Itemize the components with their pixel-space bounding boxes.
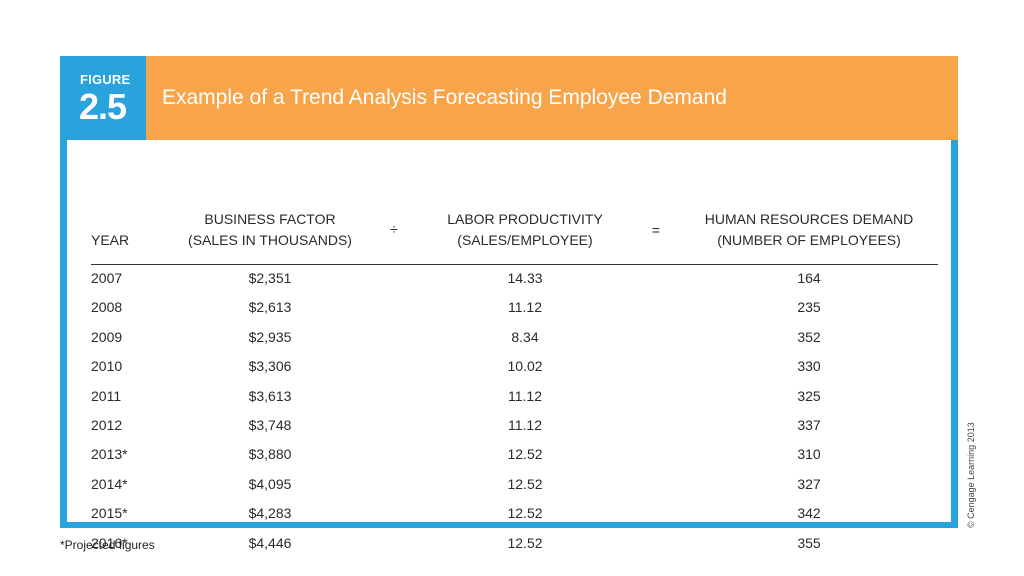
cell-sales: $3,306 [248,358,292,375]
cell-sales: $3,880 [248,446,292,463]
cell-sales: $3,748 [248,417,292,433]
cell-sales: $2,935 [248,328,292,345]
cell-productivity: 11.12 [508,299,542,316]
cell-productivity: 14.33 [507,270,543,286]
figure-number: 2.5 [79,86,127,127]
header-business-factor-line1: BUSINESS FACTOR [204,211,336,227]
cell-hr-demand: 355 [797,534,821,551]
cell-hr-demand: 325 [797,387,821,404]
cell-productivity: 10.02 [507,358,543,375]
cell-sales: $3,613 [248,387,292,404]
cell-sales: $2,351 [248,270,292,286]
figure-badge: FIGURE 2.5 [60,56,146,140]
header-labor-productivity-line1: LABOR PRODUCTIVITY [447,211,603,227]
divide-sign: ÷ [390,221,398,237]
header-rule [91,264,938,265]
cell-sales: $4,446 [248,534,292,551]
cell-year: 2015* [91,505,128,522]
cell-year: 2010 [91,358,123,375]
header-labor-productivity-line2: (SALES/EMPLOYEE) [457,232,593,248]
cell-productivity: 12.52 [507,446,543,463]
cell-hr-demand: 164 [797,270,821,286]
cell-sales: $4,095 [248,475,292,492]
cell-productivity: 12.52 [507,534,543,551]
cell-year: 2008 [91,299,123,316]
cell-productivity: 12.52 [507,475,543,492]
cell-year: 2016* [91,534,128,551]
header-hr-demand-line2: (NUMBER OF EMPLOYEES) [717,232,901,248]
cell-productivity: 8.34 [511,328,539,345]
cell-hr-demand: 342 [797,505,821,522]
header-business-factor-line2: (SALES IN THOUSANDS) [188,232,352,248]
cell-year: 2012 [91,417,123,433]
header-hr-demand-line1: HUMAN RESOURCES DEMAND [704,211,914,227]
figure-frame: FIGURE 2.5 Example of a Trend Analysis F… [60,56,958,551]
copyright-notice: © Cengage Learning 2013 [966,422,976,528]
cell-year: 2011 [91,387,122,404]
cell-sales: $4,283 [248,505,292,522]
equals-sign: = [651,222,661,238]
figure-title: Example of a Trend Analysis Forecasting … [162,86,727,109]
figure-title-bar: Example of a Trend Analysis Forecasting … [146,56,958,140]
cell-year: 2014* [91,475,128,492]
cell-year: 2013* [91,446,128,463]
cell-hr-demand: 327 [797,475,821,492]
cell-productivity: 12.52 [507,505,543,522]
cell-hr-demand: 310 [797,446,821,463]
cell-hr-demand: 352 [797,328,821,345]
cell-productivity: 11.12 [508,387,542,404]
cell-hr-demand: 330 [797,358,821,375]
cell-sales: $2,613 [248,299,292,316]
cell-hr-demand: 235 [797,299,821,316]
cell-hr-demand: 337 [797,417,821,433]
cell-year: 2009 [91,328,123,345]
cell-year: 2007 [91,270,123,286]
footnote: *Projected figures [60,538,155,552]
table-panel: YEAR BUSINESS FACTOR (SALES IN THOUSANDS… [67,140,951,551]
figure-label: FIGURE [80,72,131,87]
header-year: YEAR [91,232,130,248]
cell-productivity: 11.12 [508,417,542,433]
